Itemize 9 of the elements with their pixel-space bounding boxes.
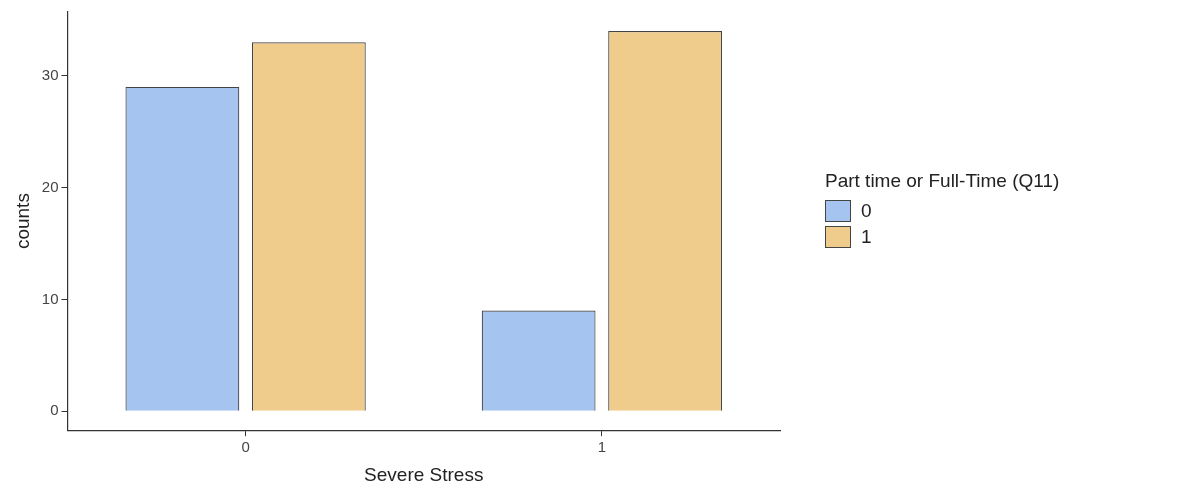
y-tick-label: 0: [50, 401, 59, 419]
y-tick-label: 10: [41, 289, 59, 307]
x-axis-title: Severe Stress: [364, 463, 484, 485]
y-tick-label: 20: [41, 177, 59, 195]
legend-label: 1: [861, 226, 872, 248]
legend-label: 0: [861, 200, 872, 222]
legend-title: Part time or Full-Time (Q11): [825, 170, 1060, 192]
y-axis-title: counts: [11, 193, 33, 250]
y-tick-label: 30: [41, 65, 59, 83]
